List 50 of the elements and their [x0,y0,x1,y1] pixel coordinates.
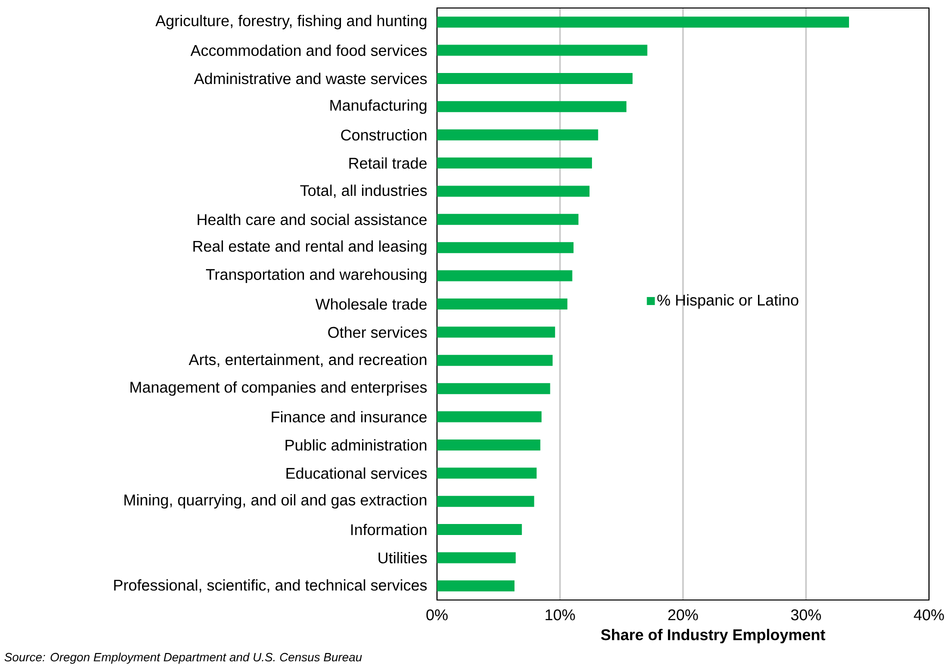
bar [437,129,598,140]
bar [437,72,633,84]
bar [437,580,514,592]
y-tick-label: Other services [328,326,427,338]
y-tick-label: Professional, scientific, and technical services [114,579,427,592]
bar [437,383,550,394]
bar [437,16,850,28]
y-tick-label: Wholesale trade [315,298,427,310]
bar [437,158,592,169]
y-tick-label: Retail trade [349,157,427,169]
bar [437,298,568,310]
y-tick-label: Educational services [286,467,427,479]
y-tick-label: Health care and social assistance [198,214,427,226]
y-tick-label: Management of companies and enterprises [130,381,427,396]
x-tick-label: 30% [791,609,821,620]
x-tick-label: 0% [426,609,448,620]
source-note: Source: Oregon Employment Department and U.S. Census Bureau [4,652,362,664]
y-tick-label: Utilities [378,552,427,564]
bar [437,354,553,366]
legend-label: % Hispanic or Latino [657,294,798,309]
bar [437,214,578,225]
bar [437,326,556,338]
y-tick-label: Agriculture, forestry, fishing and hunting [155,14,426,30]
x-tick-label: 20% [668,609,698,620]
x-axis-title: Share of Industry Employment [601,628,826,644]
bar [437,101,626,112]
y-tick-label: Arts, entertainment, and recreation [188,354,426,367]
x-tick-label: 40% [914,609,944,620]
bar [437,411,542,422]
y-tick-label: Mining, quarrying, and oil and gas extraction [124,494,426,509]
y-tick-label: Administrative and waste services [194,72,427,84]
bar [437,496,534,507]
y-tick-label: Manufacturing [330,99,426,114]
y-tick-label: Total, all industries [300,184,427,198]
bar [437,186,590,197]
y-tick-label: Information [351,524,426,536]
bar [437,468,537,479]
bar [437,270,572,282]
y-tick-label: Transportation and warehousing [206,268,426,284]
y-tick-label: Finance and insurance [272,411,427,422]
y-tick-label: Accommodation and food services [190,44,427,56]
y-tick-label: Public administration [286,439,426,451]
bar [437,242,574,254]
x-tick-label: 10% [546,609,575,620]
bar [437,524,522,536]
bar [437,439,540,450]
y-tick-label: Construction [341,129,426,141]
y-tick-label: Real estate and rental and leasing [193,240,426,255]
bar [437,552,516,564]
bar [437,44,648,56]
